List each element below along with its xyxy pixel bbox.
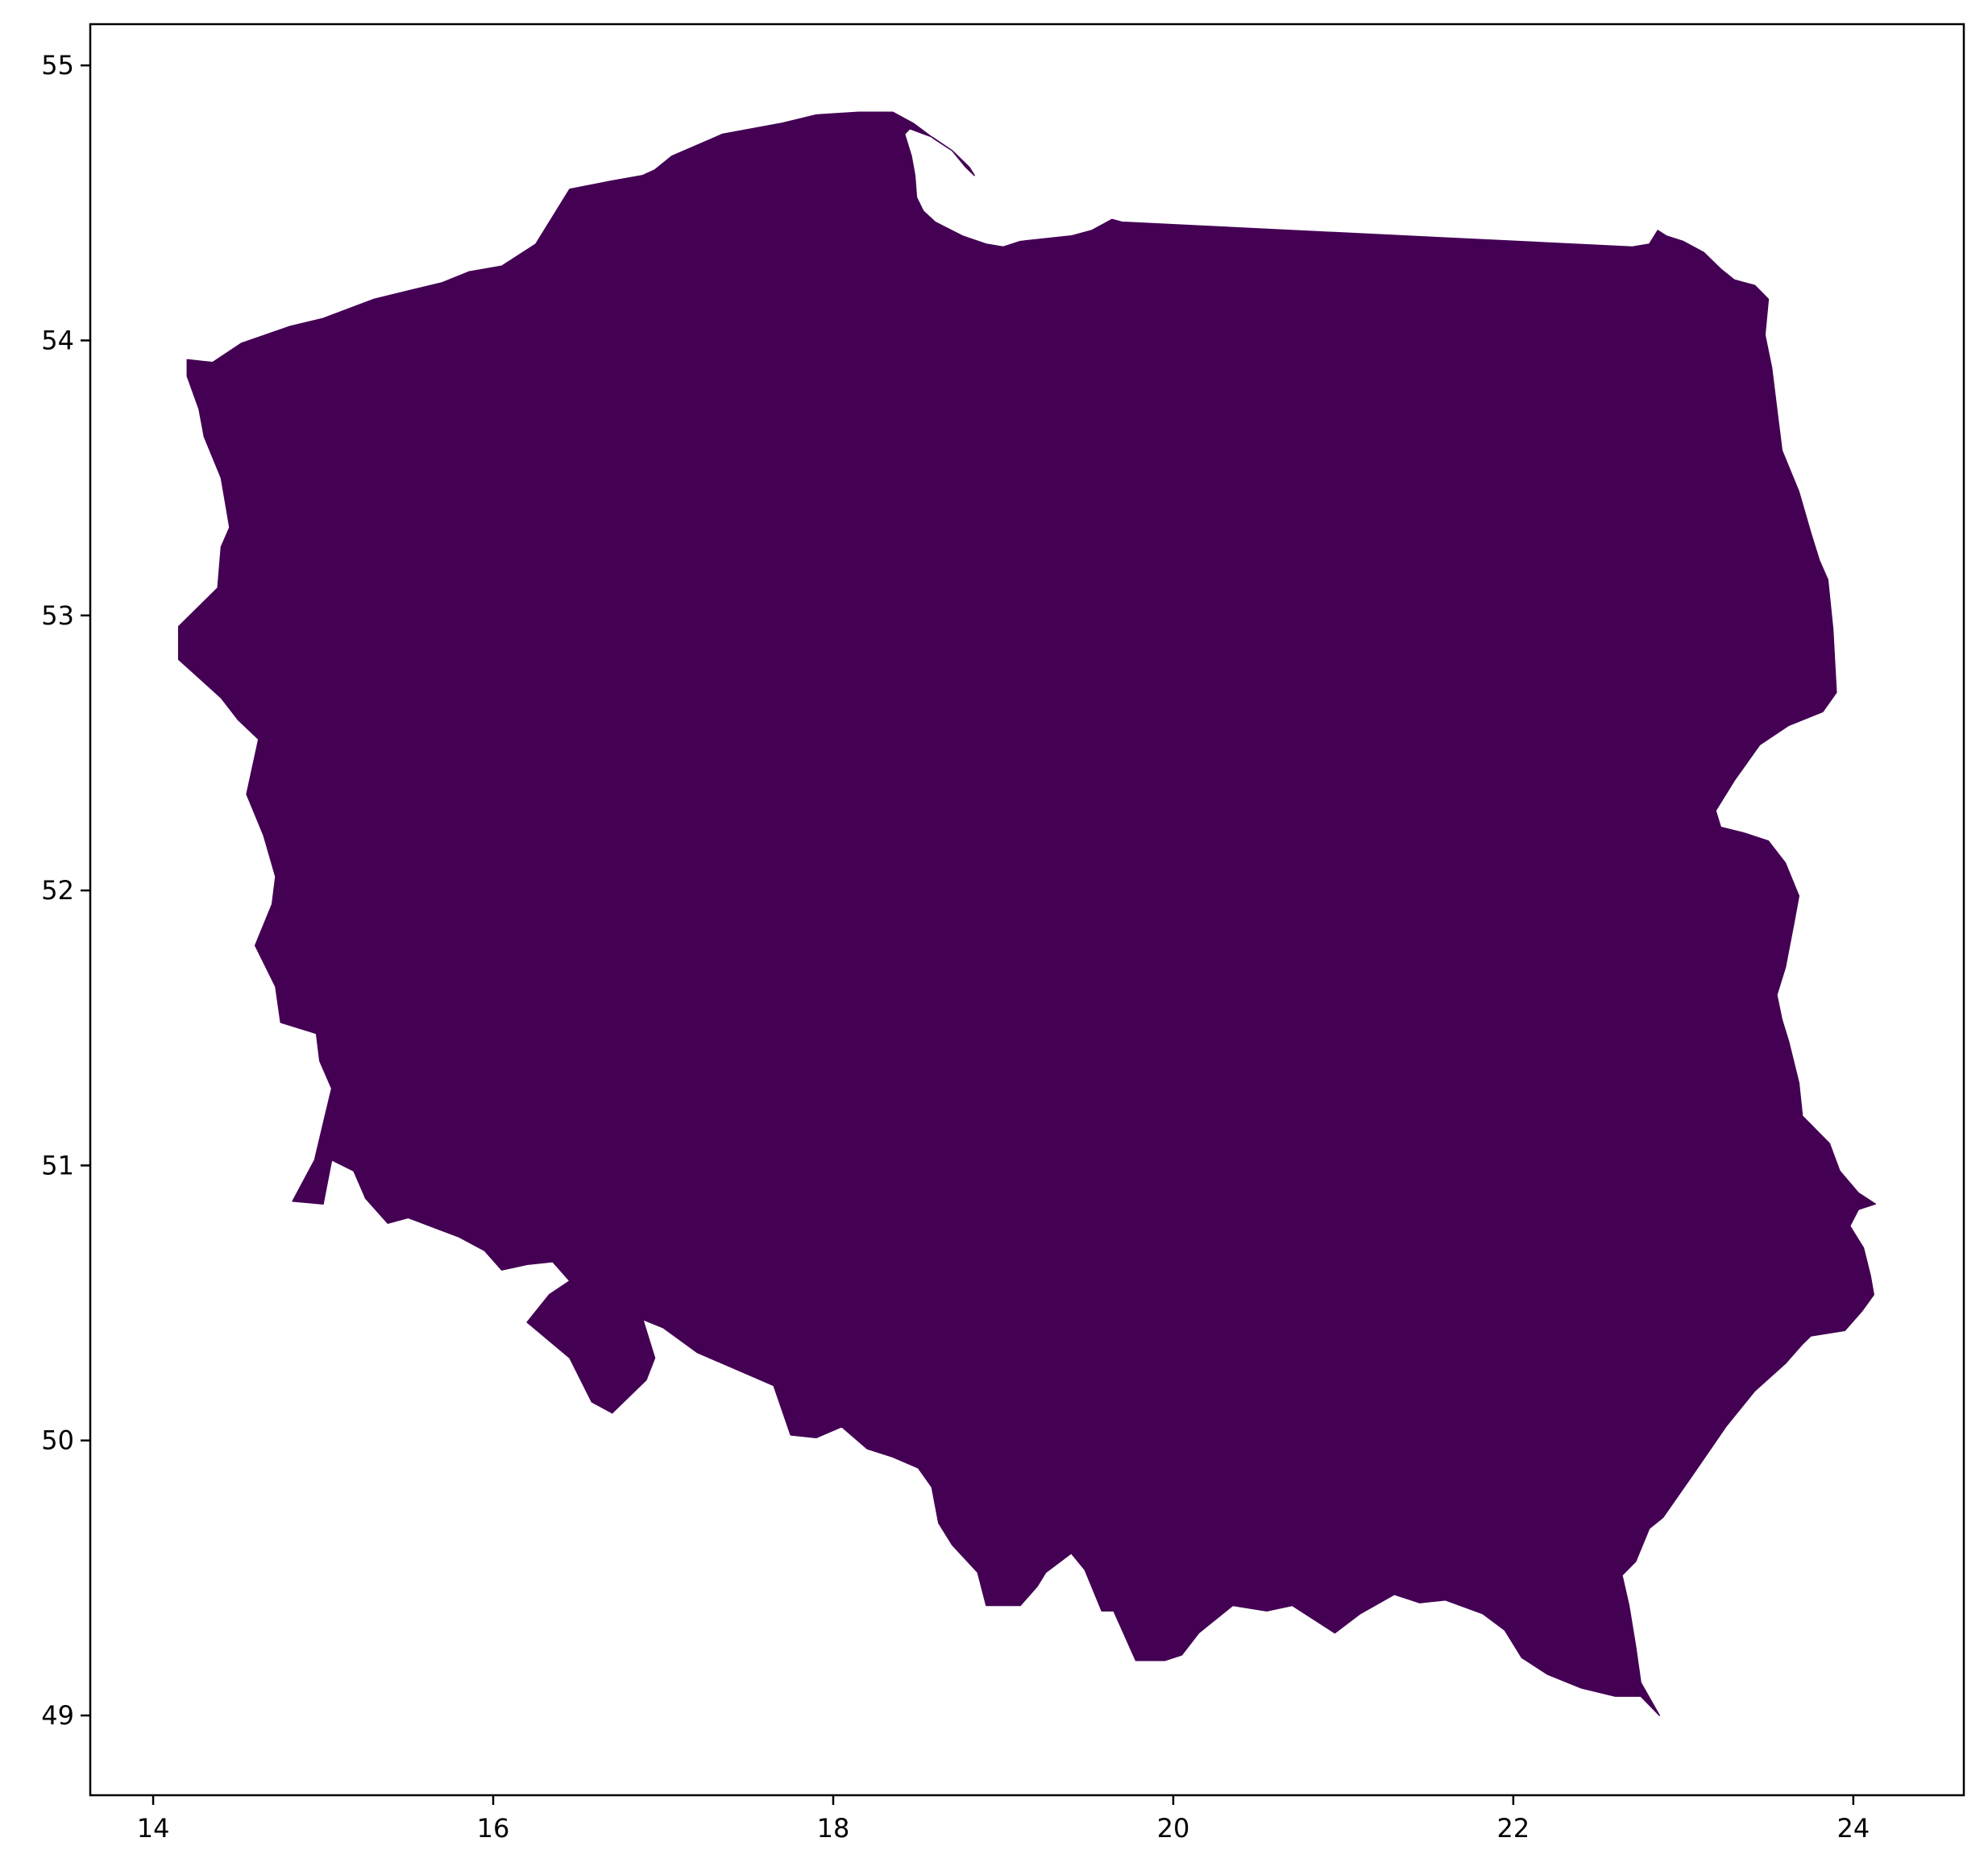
y-axis-ticks: 49 50 51 52 53 54 55 [41, 50, 90, 1731]
x-tick-label: 16 [477, 1813, 510, 1844]
x-tick-label: 20 [1157, 1813, 1190, 1844]
x-axis-ticks: 14 16 18 20 22 24 [137, 1795, 1870, 1844]
poland-region [177, 111, 1877, 1716]
x-tick-label: 22 [1497, 1813, 1530, 1844]
y-tick-label: 51 [41, 1150, 74, 1180]
y-tick-label: 55 [41, 50, 74, 81]
y-tick-label: 52 [41, 875, 74, 906]
y-tick-label: 49 [41, 1700, 74, 1731]
x-tick-label: 14 [137, 1813, 170, 1844]
y-tick-label: 50 [41, 1425, 74, 1456]
axes-frame [89, 23, 1965, 1797]
x-tick-label: 24 [1837, 1813, 1870, 1844]
y-tick-label: 54 [41, 326, 74, 356]
plot-area [177, 111, 1877, 1716]
y-tick-label: 53 [41, 600, 74, 631]
x-tick-label: 18 [817, 1813, 850, 1844]
